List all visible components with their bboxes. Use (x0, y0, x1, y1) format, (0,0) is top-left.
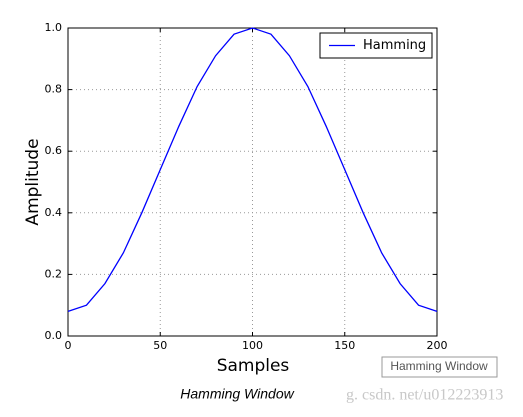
x-tick-label: 150 (334, 339, 355, 352)
y-tick-label: 0.0 (45, 329, 63, 342)
x-tick-label: 200 (427, 339, 448, 352)
x-tick-label: 0 (65, 339, 72, 352)
x-tick-label: 50 (153, 339, 167, 352)
caption: Hamming Window (180, 386, 294, 402)
x-tick-label: 100 (242, 339, 263, 352)
y-tick-label: 0.4 (45, 206, 63, 219)
y-tick-label: 0.2 (45, 267, 63, 280)
tooltip-box (381, 356, 498, 378)
watermark: g. csdn. net/u012223913 (346, 387, 503, 404)
line (67, 27, 438, 312)
tooltip: Hamming Window (390, 359, 488, 373)
y-tick-label: 0.8 (45, 83, 63, 96)
y-axis-label: Amplitude (23, 138, 43, 225)
y-tick-label: 0.6 (45, 144, 63, 157)
legend-label: Hamming (363, 38, 426, 53)
x-axis-label: Samples (217, 356, 290, 376)
y-tick-label: 1.0 (45, 21, 63, 34)
plot-frame (67, 27, 438, 337)
